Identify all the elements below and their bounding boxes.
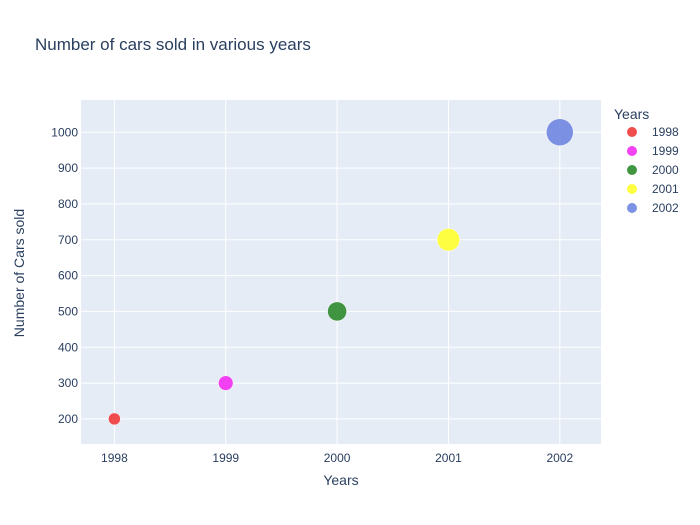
y-tick-label: 1000 bbox=[51, 125, 78, 139]
legend-label-1999: 1999 bbox=[652, 144, 679, 158]
y-tick-label: 500 bbox=[58, 304, 78, 318]
y-tick-label: 900 bbox=[58, 161, 78, 175]
data-point-1999 bbox=[218, 375, 234, 391]
legend-marker-2002 bbox=[627, 203, 637, 213]
legend-marker-1998 bbox=[627, 127, 637, 137]
grid-layer bbox=[81, 100, 601, 444]
x-axis-title: Years bbox=[323, 472, 358, 488]
legend-title: Years bbox=[614, 106, 649, 122]
data-point-2002 bbox=[546, 118, 574, 146]
data-point-1998 bbox=[108, 412, 121, 426]
y-tick-label: 400 bbox=[58, 340, 78, 354]
y-axis-title: Number of Cars sold bbox=[11, 209, 27, 337]
legend-label-2000: 2000 bbox=[652, 163, 679, 177]
y-tick-label: 800 bbox=[58, 197, 78, 211]
y-tick-label: 200 bbox=[58, 412, 78, 426]
legend-items: 1998 1999 2000 2001 2002 bbox=[627, 125, 679, 215]
x-tick-label: 2000 bbox=[324, 451, 351, 465]
data-point-2001 bbox=[436, 228, 460, 252]
legend-marker-2001 bbox=[627, 184, 637, 194]
legend-label-2001: 2001 bbox=[652, 182, 679, 196]
x-tick-label: 1999 bbox=[212, 451, 239, 465]
y-tick-label: 700 bbox=[58, 233, 78, 247]
data-point-2000 bbox=[327, 301, 347, 322]
x-tick-label: 2001 bbox=[435, 451, 462, 465]
legend: Years 1998 1999 2000 2001 2002 bbox=[614, 106, 679, 215]
plot-area bbox=[81, 100, 601, 444]
y-tick-label: 300 bbox=[58, 376, 78, 390]
marker-layer bbox=[108, 118, 574, 426]
x-tick-label: 1998 bbox=[101, 451, 128, 465]
legend-marker-1999 bbox=[627, 146, 637, 156]
legend-label-2002: 2002 bbox=[652, 201, 679, 215]
y-tick-label: 600 bbox=[58, 269, 78, 283]
legend-marker-2000 bbox=[627, 165, 637, 175]
tick-layer: 1998 1999 2000 2001 2002 200 300 400 500 600 700 80… bbox=[51, 125, 573, 465]
x-tick-label: 2002 bbox=[546, 451, 573, 465]
legend-label-1998: 1998 bbox=[652, 125, 679, 139]
chart-title: Number of cars sold in various years bbox=[35, 35, 311, 54]
